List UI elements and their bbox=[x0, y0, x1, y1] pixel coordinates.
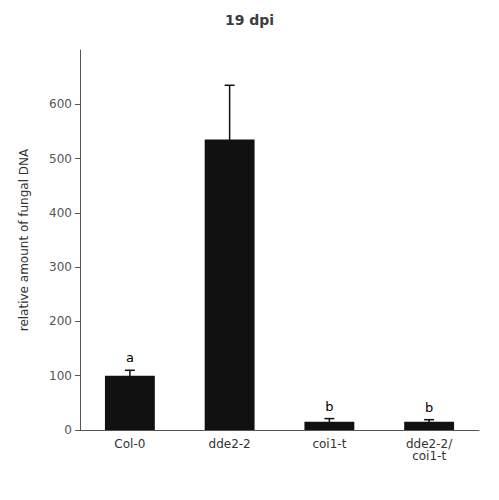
svg-text:dde2-2: dde2-2 bbox=[209, 437, 251, 451]
svg-text:400: 400 bbox=[49, 206, 72, 220]
svg-text:relative amount of fungal DNA: relative amount of fungal DNA bbox=[17, 148, 31, 331]
svg-text:dde2-2/: dde2-2/ bbox=[406, 437, 453, 451]
svg-text:300: 300 bbox=[49, 260, 72, 274]
svg-text:Col-0: Col-0 bbox=[114, 437, 145, 451]
svg-text:500: 500 bbox=[49, 152, 72, 166]
svg-text:coi1-t: coi1-t bbox=[412, 449, 446, 463]
svg-text:19 dpi: 19 dpi bbox=[225, 12, 274, 28]
svg-text:coi1-t: coi1-t bbox=[312, 437, 346, 451]
svg-text:b: b bbox=[325, 399, 333, 414]
svg-text:a: a bbox=[126, 350, 134, 365]
svg-text:100: 100 bbox=[49, 369, 72, 383]
svg-text:0: 0 bbox=[64, 423, 72, 437]
svg-text:200: 200 bbox=[49, 314, 72, 328]
svg-text:600: 600 bbox=[49, 97, 72, 111]
svg-text:b: b bbox=[425, 400, 433, 415]
